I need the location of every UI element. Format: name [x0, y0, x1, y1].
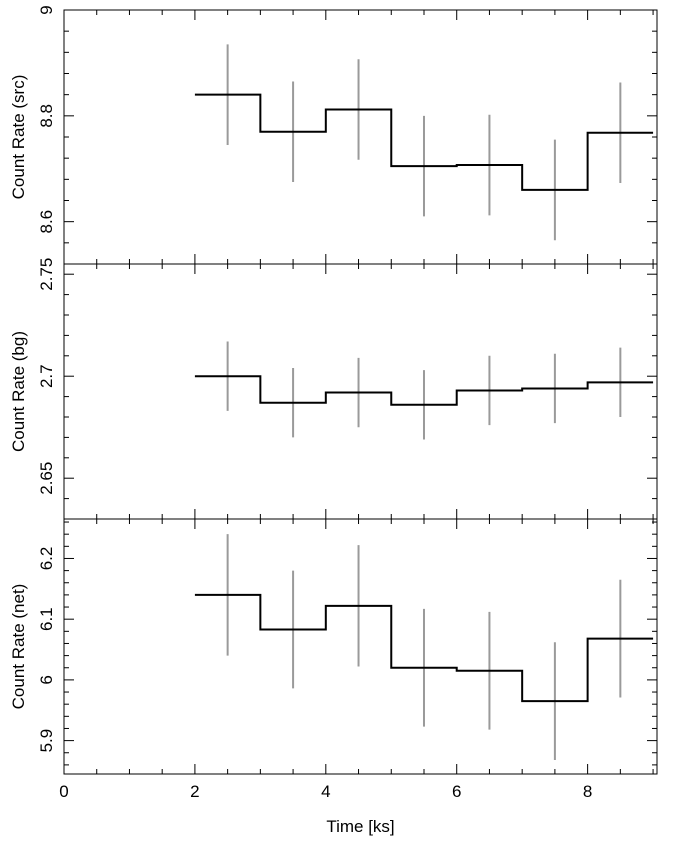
y-tick-label: 5.9 [37, 729, 56, 753]
panel-3: 5.9 6 6.1 6.2 Count Rate (net) [9, 518, 658, 775]
series-1 [194, 44, 654, 241]
plot-frame [63, 9, 658, 265]
x-axis-label: Time [ks] [326, 817, 394, 836]
y-tick-label: 2.65 [37, 462, 56, 495]
x-tick-label: 0 [59, 782, 68, 801]
plot-frame [63, 263, 658, 520]
step-line [194, 93, 654, 191]
step-line [194, 375, 654, 406]
x-tick-label: 8 [583, 782, 592, 801]
series-1 [194, 341, 654, 440]
y-axis-label: Count Rate (bg) [9, 331, 28, 452]
x-tick-label: 2 [190, 782, 199, 801]
y-axis-label: Count Rate (net) [9, 584, 28, 710]
y-tick-label: 6 [37, 675, 56, 684]
y-tick-label: 8.8 [37, 104, 56, 128]
x-tick-label: 4 [321, 782, 330, 801]
y-tick-label: 6.1 [37, 607, 56, 631]
step-line [194, 593, 654, 703]
y-axis-label: Count Rate (src) [9, 75, 28, 200]
y-tick-label: 9 [37, 5, 56, 14]
x-tick-label: 6 [452, 782, 461, 801]
y-tick-label: 6.2 [37, 547, 56, 571]
plot-frame [63, 518, 658, 775]
panel-2: 2.65 2.7 2.75 Count Rate (bg) [9, 258, 658, 520]
y-tick-label: 2.7 [37, 364, 56, 388]
y-tick-label: 8.6 [37, 210, 56, 234]
series-1 [194, 534, 654, 761]
y-tick-label: 2.75 [37, 258, 56, 291]
panel-1: 8.6 8.8 9 Count Rate (src) [9, 5, 658, 265]
